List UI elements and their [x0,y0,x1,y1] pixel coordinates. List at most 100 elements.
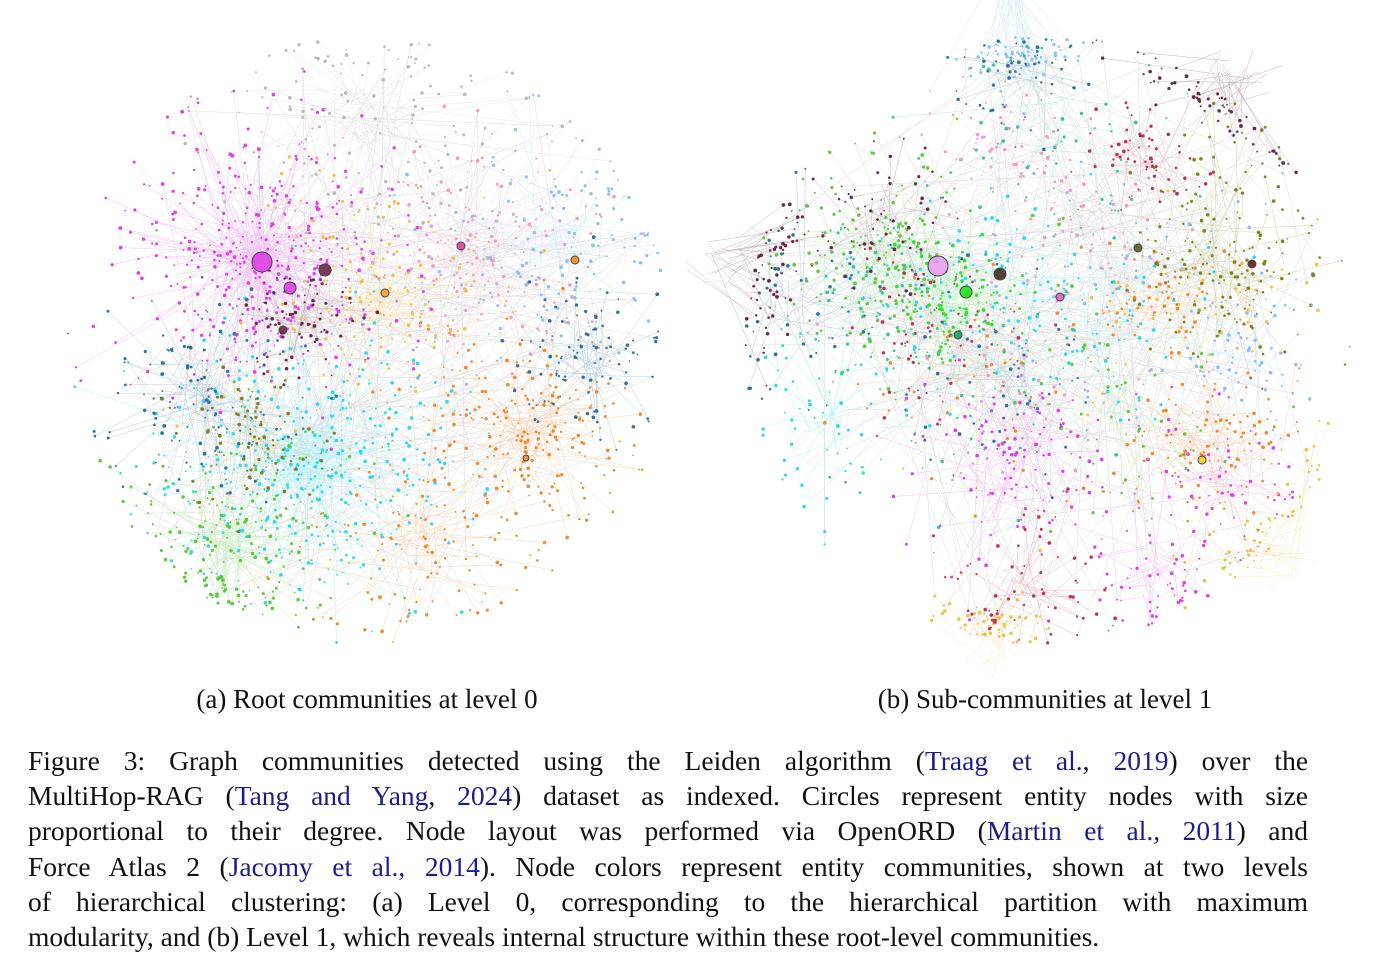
node [378,567,382,571]
edge [1046,165,1135,301]
node [513,468,517,472]
edge [476,244,481,259]
edge [399,454,504,533]
node [230,91,232,94]
node [174,328,178,332]
edge [825,275,860,301]
edge [360,138,422,311]
node [396,472,400,476]
node [315,525,318,529]
node [304,487,307,490]
edge [934,309,991,377]
node [481,601,483,604]
node [215,395,219,399]
edge [951,351,1018,404]
edge [525,430,532,443]
edge [329,443,454,462]
node [251,267,254,270]
edge [269,350,488,490]
node [595,320,598,323]
node [247,190,252,195]
edge [299,403,421,478]
node [520,324,525,329]
node [425,233,429,237]
node [466,261,469,264]
edge [227,458,250,478]
node [501,479,504,482]
edge [263,421,285,440]
edge [203,339,333,442]
node [281,350,285,353]
edge [799,295,863,338]
edge [270,434,291,573]
node [245,206,249,210]
edge [892,262,1215,390]
node [266,247,270,251]
edge [259,262,332,450]
edge [1226,77,1242,127]
node [575,281,578,284]
edge [1158,563,1196,593]
edge [737,247,771,291]
node [466,238,470,243]
node [205,149,208,152]
edge [371,267,379,326]
node [555,354,559,358]
node [445,290,448,293]
node [288,277,292,280]
node [310,157,313,161]
edge [256,214,286,278]
node [535,157,538,160]
edge [233,433,312,474]
node [378,131,382,135]
node [484,284,487,286]
edge [318,480,382,536]
edge [245,213,249,254]
edge [307,395,396,446]
edge [277,279,435,348]
edge [130,232,263,264]
edge [890,222,904,243]
node [259,471,264,475]
edge [305,297,576,432]
node [434,447,437,450]
node [453,409,456,412]
edge [364,275,394,316]
edge [189,406,246,504]
edge [1100,553,1151,578]
edge [520,428,573,440]
edge [278,440,311,443]
edge [954,314,988,358]
node [599,357,602,361]
node [259,510,262,513]
node [196,101,200,105]
edge [713,205,808,275]
edge [188,364,265,400]
node [299,500,302,503]
edge [992,410,1059,497]
node [612,402,615,405]
node [514,220,517,223]
node [159,396,162,399]
node [335,237,339,240]
edge [350,261,374,308]
edge [261,132,589,323]
graph-figures [67,0,1351,680]
edge [394,297,449,327]
node [260,236,263,239]
edge [595,358,601,376]
edge [184,404,206,418]
node [329,447,333,451]
node [536,559,539,562]
node [414,514,417,517]
node [474,252,477,255]
edge [1156,248,1192,288]
node [281,448,285,452]
node [534,278,538,282]
node [155,229,158,232]
node [466,525,470,529]
edge [516,234,558,239]
node [290,244,294,247]
edge [1137,52,1144,283]
node [288,107,293,112]
